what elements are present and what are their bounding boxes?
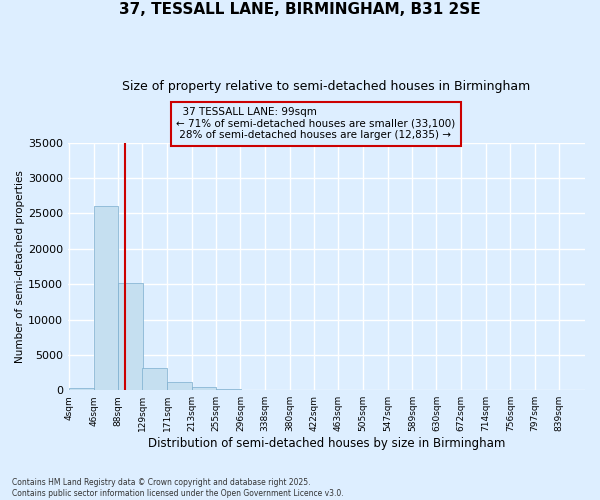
Bar xyxy=(118,284,143,390)
X-axis label: Distribution of semi-detached houses by size in Birmingham: Distribution of semi-detached houses by … xyxy=(148,437,505,450)
Y-axis label: Number of semi-detached properties: Number of semi-detached properties xyxy=(15,170,25,363)
Text: 37 TESSALL LANE: 99sqm
← 71% of semi-detached houses are smaller (33,100)
 28% o: 37 TESSALL LANE: 99sqm ← 71% of semi-det… xyxy=(176,107,455,140)
Title: Size of property relative to semi-detached houses in Birmingham: Size of property relative to semi-detach… xyxy=(122,80,530,93)
Bar xyxy=(191,388,217,390)
Bar xyxy=(167,382,191,390)
Bar xyxy=(69,388,94,390)
Text: 37, TESSALL LANE, BIRMINGHAM, B31 2SE: 37, TESSALL LANE, BIRMINGHAM, B31 2SE xyxy=(119,2,481,18)
Text: Contains HM Land Registry data © Crown copyright and database right 2025.
Contai: Contains HM Land Registry data © Crown c… xyxy=(12,478,344,498)
Bar xyxy=(217,389,241,390)
Bar xyxy=(94,206,118,390)
Bar xyxy=(142,368,167,390)
